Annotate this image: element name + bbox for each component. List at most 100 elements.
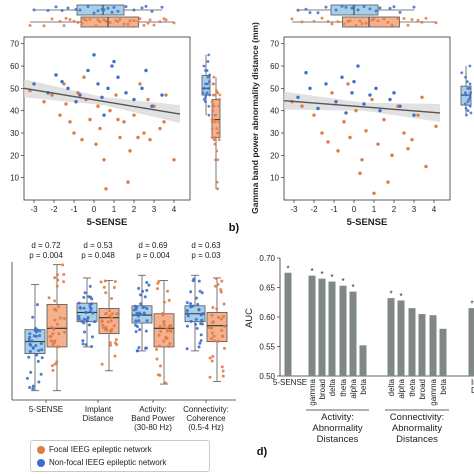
box-c-1-nonfocal-point xyxy=(89,295,93,299)
box-c-0-nonfocal-point xyxy=(34,334,38,338)
scatter-a-point-focal xyxy=(98,126,102,131)
box-c-2-focal-point xyxy=(157,333,161,337)
bar-d-y-tick-label: 0.50 xyxy=(259,372,275,381)
box-c-2-focal-point xyxy=(155,347,159,351)
scatter-b-marginal-y-nonfocal-point xyxy=(468,104,472,108)
box-c-2-focal-point xyxy=(156,373,160,377)
scatter-a-marginal-y-focal-point xyxy=(214,136,218,139)
scatter-a-marginal-x-nonfocal-point xyxy=(96,9,100,13)
scatter-a-marginal-y-focal-point xyxy=(210,100,214,104)
box-c-2-focal-point xyxy=(167,324,171,328)
scatter-a-marginal-x-nonfocal-point xyxy=(140,6,144,10)
scatter-b-point-focal xyxy=(346,82,350,86)
bar-d-bar xyxy=(439,328,447,376)
scatter-b-point-focal xyxy=(342,120,346,124)
box-c-2-focal-point xyxy=(168,342,172,346)
scatter-a-marginal-y-focal-point xyxy=(211,102,215,106)
scatter-a-marginal-x-nonfocal-point xyxy=(124,5,128,9)
scatter-b-point-nonfocal xyxy=(316,106,320,111)
legend-item-nonfocal: Non-focal IEEG epileptic network xyxy=(37,458,166,467)
scatter-b-point-nonfocal xyxy=(412,113,416,117)
scatter-a-marginal-x-nonfocal-point xyxy=(32,8,36,12)
scatter-a-marginal-x-nonfocal-point xyxy=(150,9,154,13)
box-c-2-nonfocal-point xyxy=(142,311,146,315)
box-c-3-focal-point xyxy=(208,375,212,379)
scatter-b-marginal-x-nonfocal-point xyxy=(392,5,396,9)
box-c-3-nonfocal-point xyxy=(198,289,202,293)
scatter-a-marginal-x-nonfocal-point xyxy=(102,8,106,12)
scatter-a-marginal-y-focal-point xyxy=(210,136,214,139)
box-c-1-focal-point xyxy=(112,286,116,290)
bar-d-significance-star: * xyxy=(320,270,323,279)
scatter-b-marginal-x-focal-point xyxy=(300,20,304,24)
box-c-3-focal-point xyxy=(222,315,226,319)
box-c-1-p-value: p = 0.048 xyxy=(81,251,115,260)
box-c-0-nonfocal-point xyxy=(29,370,33,374)
scatter-b-marginal-x-nonfocal-point xyxy=(374,9,378,13)
scatter-b-point-focal xyxy=(406,146,410,151)
scatter-a-point-nonfocal xyxy=(60,79,64,84)
scatter-a-point-focal xyxy=(102,158,106,162)
box-c-0-nonfocal-point xyxy=(28,332,32,336)
scatter-a-point-nonfocal xyxy=(96,82,100,86)
scatter-a-marginal-x-focal-point xyxy=(128,19,132,23)
bar-d-bar xyxy=(418,314,426,376)
scatter-a-marginal-x-focal-point xyxy=(62,24,66,28)
box-c-2-focal-point xyxy=(162,320,166,324)
scatter-b-y-tick-label: 30 xyxy=(270,129,279,138)
scatter-b-point-focal xyxy=(376,142,380,146)
box-c-2-focal-point xyxy=(158,364,162,368)
scatter-b-point-nonfocal xyxy=(334,100,338,104)
scatter-b-marginal-x-nonfocal-point xyxy=(316,11,320,15)
box-c-0-focal-point xyxy=(47,296,51,300)
box-c-2-nonfocal-point xyxy=(142,305,146,309)
box-c-0-focal-point xyxy=(57,305,61,309)
scatter-b-marginal-x-nonfocal-point xyxy=(296,8,300,12)
box-c-1-effect-size: d = 0.53 xyxy=(83,241,113,250)
box-c-0-nonfocal-point xyxy=(25,376,29,380)
box-c-0-nonfocal-point xyxy=(35,353,39,357)
box-c-1-focal-point xyxy=(115,343,119,347)
box-c-3-focal-point xyxy=(219,288,223,292)
scatter-a-point-nonfocal xyxy=(140,86,144,91)
scatter-a-marginal-x-focal-point xyxy=(96,18,100,22)
scatter-b-point-focal xyxy=(434,124,438,129)
box-c-1-nonfocal-point xyxy=(83,330,87,334)
bar-d-bar xyxy=(308,275,316,376)
box-c-3-focal-point xyxy=(219,290,223,294)
box-c-2-nonfocal-point xyxy=(145,319,149,323)
box-c-3-focal-point xyxy=(216,339,220,343)
scatter-a-x-tick-label: 4 xyxy=(172,205,177,214)
box-c-0-nonfocal-point xyxy=(38,334,42,338)
scatter-b-x-axis-label: 5-SENSE xyxy=(347,217,388,228)
scatter-a-marginal-x-nonfocal-point xyxy=(110,10,114,14)
scatter-a-marginal-y-focal-point xyxy=(210,127,214,130)
bar-d-group-label: Distances xyxy=(396,434,438,445)
scatter-a-marginal-x-focal-point xyxy=(152,23,156,27)
scatter-b-point-nonfocal xyxy=(388,97,392,102)
bar-d-y-tick-label: 0.65 xyxy=(259,284,275,293)
box-c-3-nonfocal-point xyxy=(195,326,199,330)
scatter-a-point-focal xyxy=(148,138,152,142)
box-c-2-category-label: Band Power xyxy=(131,414,175,423)
scatter-b-marginal-x-focal-point xyxy=(420,20,424,24)
box-c-3-focal-point xyxy=(210,331,214,335)
scatter-a-point-focal xyxy=(122,120,126,124)
scatter-b-point-focal xyxy=(382,117,386,122)
scatter-b-marginal-y-nonfocal-point xyxy=(464,91,467,95)
box-c-2-category-label: Activity: xyxy=(139,405,167,414)
box-c-0-nonfocal-point xyxy=(31,346,35,350)
box-c-1-focal-point xyxy=(104,291,108,295)
box-c-0-nonfocal-point xyxy=(40,356,44,360)
box-c-0-effect-size: d = 0.72 xyxy=(31,241,61,250)
scatter-a-marginal-y-focal-point xyxy=(212,75,216,79)
scatter-a-point-focal xyxy=(96,104,100,108)
scatter-a-marginal-x-focal-point xyxy=(108,20,112,24)
scatter-a-point-focal xyxy=(118,135,122,140)
scatter-b-marginal-x-focal-point xyxy=(360,22,364,26)
scatter-a-marginal-y-nonfocal-point xyxy=(204,82,208,86)
bar-d-category-label: gamma xyxy=(308,378,317,405)
box-c-2-focal-point xyxy=(162,339,166,343)
bar-d-bar xyxy=(339,285,347,376)
legend-label-nonfocal: Non-focal IEEG epileptic network xyxy=(49,458,167,467)
